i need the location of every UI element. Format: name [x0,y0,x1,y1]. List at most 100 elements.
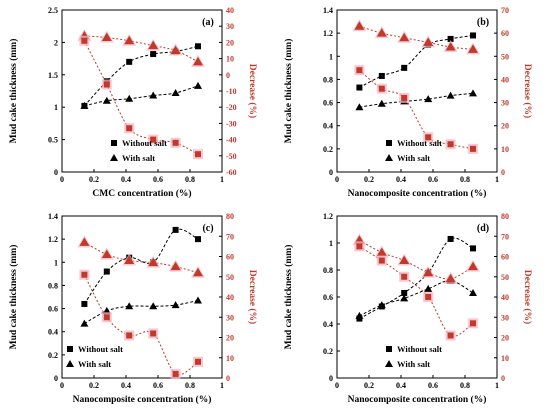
x-tick-label: 0.8 [460,175,470,184]
series-3-point [354,241,365,252]
series-1-point [125,302,134,310]
y-right-tick-label: 30 [501,313,509,322]
series-2-point [168,259,183,272]
x-tick-label: 0 [335,381,339,390]
legend-marker-without-salt [386,140,392,146]
legend-marker-with-salt [66,360,74,367]
y-right-tick-label: 0 [501,168,505,177]
series-3-point [468,143,478,154]
panel-b: 0 0.2 0.4 0.6 0.8 1 0 0.2 0.4 0.6 0.8 1 1.2 1.4 0 10 20 3… [275,0,550,206]
series-1-point [424,95,433,103]
series-3-point [445,139,456,150]
y-right-tick-label: 0 [226,374,230,383]
y-right-tick-label: 40 [501,75,509,84]
series-2-point [352,19,367,32]
series-0-point [195,43,201,50]
series-3-point [193,356,203,367]
y-right-tick-label: -10 [226,87,237,96]
y-tick-label: 0.4 [48,328,58,337]
x-axis-label: CMC concentration (%) [92,188,191,199]
series-2-point [122,253,137,266]
x-tick-label: 0.8 [185,175,195,184]
y-right-tick-label: 50 [226,273,234,282]
series-1-point [149,91,158,99]
series-2-point [443,271,458,284]
y-right-tick-label: -30 [226,119,237,128]
panel-label: (c) [202,223,213,234]
x-tick-label: 0.6 [428,381,438,390]
x-tick-label: 0.6 [428,175,438,184]
panel-c: 0 0.2 0.4 0.6 0.8 1 0 0.2 0.4 0.6 0.8 1 1.2 1.4 0 10 20 3… [0,206,275,412]
y-right-tick-label: 30 [226,313,234,322]
series-0-point [172,226,179,233]
y-tick-label: 0.2 [323,347,333,356]
y-right-tick-label: 20 [501,122,509,131]
series-2-point [421,265,436,278]
legend-label-with-salt: With salt [78,359,111,369]
y-right-tick-label: -20 [226,103,237,112]
y-axis-label: Mud cake thickness (mm) [8,39,19,144]
x-tick-label: 0.2 [89,175,99,184]
series-0-point [195,236,201,243]
series-0-point [81,300,88,307]
series-1-point [149,302,158,310]
y-tick-label: 0.8 [323,75,333,84]
series-2-point [99,247,114,260]
series-1-point [424,284,433,292]
legend-label-without-salt: Without salt [397,138,442,148]
series-2-point [77,235,92,248]
series-2-point [191,265,205,278]
y-tick-label: 0.6 [323,293,333,302]
y-right-tick-label: 10 [501,145,509,154]
y-right-tick-label: 60 [226,253,234,262]
legend-label-with-salt: With salt [397,153,430,163]
panel-a: 0 0.2 0.4 0.6 0.8 1 0 0.5 1 1.5 2 2.5 -60 -50 -40 -30 -2… [0,0,275,206]
chart-a: 0 0.2 0.4 0.6 0.8 100.511.522.5-60-50-40-30-2… [8,6,258,199]
y-right-tick-label: 70 [501,6,509,15]
series-2-point [397,30,412,43]
series-1-point [80,101,89,109]
x-tick-label: 0.6 [153,381,163,390]
plot-a: 0 0.2 0.4 0.6 0.8 100.511.522.5-60-50-40-30-2… [8,6,258,199]
panel-d: 0 0.2 0.4 0.6 0.8 1 0 0.2 0.4 0.6 0.8 1 1.2 0 10 20 30 40… [275,206,550,412]
series-3-point [79,269,90,280]
y-right-tick-label: 80 [501,212,509,221]
series-3-trendline [359,69,474,150]
y-tick-label: 0.4 [323,122,333,131]
y-tick-label: 1.2 [323,29,333,38]
panel-label: (a) [202,17,214,28]
legend-marker-with-salt [385,154,393,161]
legend-label-with-salt: With salt [122,153,155,163]
series-1-point [355,311,364,319]
series-2-point [99,30,114,43]
series-1-point [125,94,134,102]
x-tick-label: 0.2 [364,175,374,184]
x-tick-label: 0.8 [185,381,195,390]
series-1-point [355,103,364,111]
y-right-tick-label: 10 [501,354,509,363]
y-tick-label: 0.6 [323,99,333,108]
series-0-point [447,35,454,42]
series-3-point [101,312,112,323]
panel-label: (d) [477,223,489,234]
y-right-tick-label: 0 [226,71,230,80]
y-tick-label: 0.2 [48,351,58,360]
chart-c: 0 0.2 0.4 0.6 0.8 100.20.40.60.811.21.4010203… [8,212,258,405]
x-tick-label: 0 [60,175,64,184]
series-1-point [469,89,477,97]
x-tick-label: 0.4 [121,175,131,184]
legend-marker-with-salt [110,154,118,161]
y-tick-label: 1 [329,239,333,248]
y-tick-label: 1.2 [48,235,58,244]
legend-marker-without-salt [386,346,392,352]
x-axis-label: Nanocomposite concentration (%) [73,394,212,405]
legend-label-without-salt: Without salt [122,138,167,148]
series-2-point [122,33,137,46]
series-3-point [170,368,181,379]
y-right-tick-label: 30 [501,99,509,108]
y-right-tick-label: 70 [501,232,509,241]
panel-label: (b) [477,17,489,28]
series-3-point [423,132,434,143]
y-right-tick-label: -50 [226,152,237,161]
